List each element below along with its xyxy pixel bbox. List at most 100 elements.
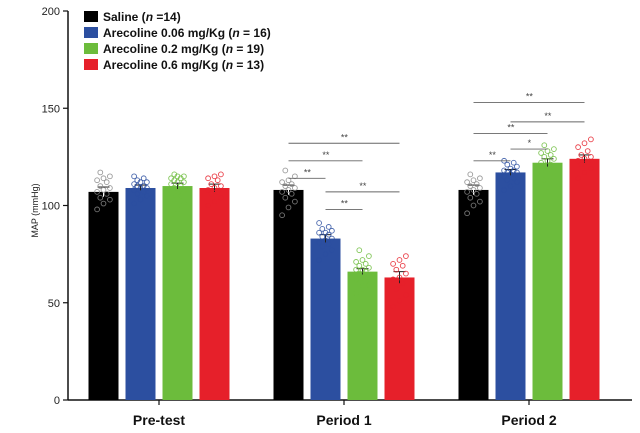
data-point — [396, 274, 403, 281]
data-point — [134, 190, 141, 197]
data-point — [282, 194, 289, 201]
x-tick-label: Period 1 — [316, 412, 371, 428]
data-point — [131, 200, 137, 207]
data-point — [464, 210, 470, 217]
bar — [88, 191, 119, 400]
x-tick-label: Period 2 — [501, 412, 556, 428]
data-point — [544, 148, 551, 154]
data-point — [467, 194, 474, 201]
data-point — [359, 274, 366, 281]
bar — [273, 189, 304, 400]
data-point — [140, 183, 147, 189]
data-point — [107, 196, 113, 203]
data-point — [292, 198, 298, 205]
data-point — [584, 148, 591, 154]
data-point — [551, 155, 557, 162]
data-point — [319, 243, 326, 250]
data-point — [107, 185, 113, 191]
data-point — [168, 175, 174, 182]
data-point — [578, 161, 585, 168]
data-point — [208, 190, 215, 197]
data-point — [588, 136, 594, 143]
data-point — [403, 292, 409, 298]
data-point — [100, 187, 107, 193]
y-tick-label: 100 — [42, 201, 60, 213]
data-point — [181, 187, 187, 193]
data-point — [353, 276, 359, 283]
data-point — [366, 272, 372, 279]
significance-label: ** — [322, 150, 330, 160]
data-point — [292, 173, 298, 180]
data-point — [588, 154, 594, 160]
data-point — [544, 189, 551, 195]
data-point — [393, 266, 400, 273]
data-point — [470, 177, 477, 184]
data-point — [205, 187, 211, 193]
data-point — [578, 152, 585, 158]
data-point — [177, 192, 184, 199]
data-point — [322, 229, 329, 236]
data-point — [538, 150, 544, 156]
data-point — [168, 212, 174, 219]
data-point — [288, 190, 295, 197]
data-point — [140, 189, 147, 195]
data-point — [316, 220, 322, 226]
data-point — [403, 253, 409, 259]
bar — [458, 189, 489, 400]
significance-label: ** — [359, 181, 367, 191]
data-point — [504, 161, 511, 168]
data-point — [94, 177, 100, 184]
data-point — [359, 286, 366, 292]
data-point — [390, 303, 396, 310]
significance-label: ** — [507, 123, 515, 133]
data-point — [541, 177, 548, 184]
data-point — [288, 181, 295, 187]
data-point — [467, 171, 474, 178]
data-point — [218, 171, 224, 178]
data-point — [584, 159, 591, 166]
bar — [495, 172, 526, 400]
data-point — [356, 270, 363, 277]
data-point — [473, 181, 480, 187]
data-point — [181, 173, 187, 180]
x-tick-label: Pre-test — [133, 412, 185, 428]
data-point — [279, 212, 285, 219]
legend-swatch — [84, 59, 98, 70]
data-point — [575, 175, 581, 182]
data-point — [329, 227, 335, 234]
data-point — [544, 167, 551, 174]
data-point — [356, 247, 363, 254]
bar — [384, 277, 415, 400]
data-point — [325, 241, 332, 248]
data-point — [94, 189, 100, 195]
data-point — [319, 233, 326, 240]
data-point — [282, 183, 289, 189]
data-point — [470, 202, 477, 209]
data-point — [510, 175, 517, 182]
data-point — [144, 192, 150, 199]
data-point — [279, 189, 285, 195]
data-point — [316, 229, 322, 236]
data-point — [501, 167, 507, 174]
data-point — [551, 165, 557, 172]
data-point — [581, 155, 588, 162]
data-point — [581, 140, 588, 147]
data-point — [464, 189, 470, 195]
data-point — [211, 198, 218, 205]
data-point — [181, 179, 187, 186]
data-point — [541, 142, 548, 149]
data-point — [477, 175, 483, 182]
data-point — [214, 189, 221, 195]
data-point — [131, 187, 137, 193]
data-point — [279, 179, 285, 186]
data-point — [514, 163, 520, 170]
data-point — [393, 286, 400, 292]
data-point — [356, 262, 363, 269]
data-point — [171, 171, 178, 178]
data-point — [322, 251, 329, 257]
bar — [347, 271, 378, 400]
data-point — [137, 196, 144, 203]
legend-label: Saline (n =14) — [103, 10, 181, 24]
data-point — [131, 173, 137, 180]
